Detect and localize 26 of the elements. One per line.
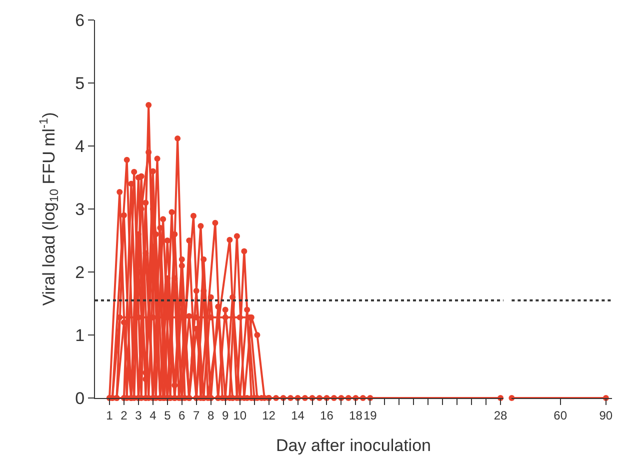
x-tick-label: 2 — [120, 408, 128, 422]
x-tick-label: 18 — [349, 408, 363, 422]
x-tick-label: 19 — [364, 408, 378, 422]
y-tick-label: 2 — [75, 262, 85, 282]
y-tick-label: 3 — [75, 200, 85, 219]
x-tick-label: 14 — [291, 408, 305, 422]
x-tick-label: 28 — [494, 408, 508, 422]
y-tick-label: 6 — [75, 10, 85, 30]
x-tick-label: 10 — [233, 408, 247, 422]
x-tick-label: 7 — [193, 408, 200, 422]
x-tick-label: 6 — [178, 408, 186, 422]
x-axis-title: Day after inoculation — [276, 436, 431, 455]
x-tick-label: 4 — [150, 408, 157, 422]
x-tick-label: 9 — [222, 408, 230, 422]
x-tick-label: 12 — [262, 408, 276, 422]
y-tick-label: 5 — [75, 74, 85, 93]
y-tick-label: 0 — [75, 388, 85, 408]
x-tick-label: 90 — [599, 408, 613, 422]
y-tick-label: 1 — [75, 326, 85, 345]
x-tick-label: 8 — [208, 408, 215, 422]
x-tick-label: 60 — [554, 408, 568, 422]
x-tick-label: 3 — [135, 408, 142, 422]
x-tick-label: 1 — [106, 408, 114, 422]
x-tick-label: 16 — [320, 408, 334, 422]
x-tick-label: 5 — [164, 408, 172, 422]
y-tick-label: 4 — [75, 136, 85, 156]
